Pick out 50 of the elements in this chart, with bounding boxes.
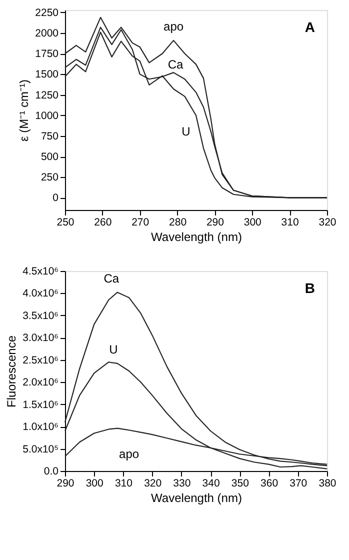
x-tick-label: 260 xyxy=(94,216,112,228)
y-tick-label: 1.0x10⁶ xyxy=(22,421,58,434)
x-tick-label: 310 xyxy=(114,478,133,490)
y-tick-label: 0.0 xyxy=(44,466,59,478)
y-tick-label: 4.0x10⁶ xyxy=(22,288,58,300)
x-tick-label: 250 xyxy=(56,216,74,228)
y-tick-label: 3.5x10⁶ xyxy=(22,310,58,322)
x-tick-label: 320 xyxy=(318,216,336,228)
x-tick-label: 290 xyxy=(56,478,74,490)
y-tick-label: 3.0x10⁶ xyxy=(22,332,58,344)
y-tick-label: 2.0x10⁶ xyxy=(22,376,58,389)
series-label: U xyxy=(182,124,190,138)
x-tick-label: 320 xyxy=(144,478,162,490)
y-tick-label: 1500 xyxy=(35,68,59,81)
annotation: A xyxy=(304,19,315,35)
x-tick-label: 310 xyxy=(281,216,299,228)
x-tick-label: 300 xyxy=(244,216,262,228)
x-tick-label: 330 xyxy=(173,478,191,490)
annotation: B xyxy=(304,280,315,296)
y-axis-title: ε (M⁻¹ cm⁻¹) xyxy=(17,80,32,142)
y-tick-label: 2.5x10⁶ xyxy=(22,354,58,366)
series-label: apo xyxy=(119,447,140,462)
x-tick-label: 290 xyxy=(206,216,224,228)
y-axis-title: Fluorescence xyxy=(4,335,19,408)
y-tick-label: 1.5x10⁶ xyxy=(22,398,58,411)
y-tick-label: 1750 xyxy=(35,48,59,60)
y-tick-label: 500 xyxy=(40,151,59,163)
series-label: U xyxy=(109,342,118,356)
x-axis-title: Wavelength (nm) xyxy=(151,230,242,244)
y-tick-label: 5.0x10⁵ xyxy=(22,443,58,456)
y-tick-label: 750 xyxy=(40,130,59,142)
y-tick-label: 2000 xyxy=(35,28,59,40)
x-tick-label: 350 xyxy=(231,478,250,490)
series-label: apo xyxy=(164,19,184,34)
series-label: Ca xyxy=(168,58,184,72)
x-tick-label: 370 xyxy=(290,478,308,490)
y-tick-label: 1000 xyxy=(35,110,59,122)
x-tick-label: 360 xyxy=(260,478,278,490)
y-tick-label: 1250 xyxy=(35,89,59,102)
series-label: Ca xyxy=(104,271,120,286)
x-tick-label: 270 xyxy=(132,216,150,228)
x-tick-label: 380 xyxy=(318,478,336,490)
y-tick-label: 2250 xyxy=(35,6,59,19)
y-tick-label: 0 xyxy=(52,192,59,204)
x-tick-label: 280 xyxy=(169,216,187,228)
x-tick-label: 340 xyxy=(202,478,220,490)
y-tick-label: 4.5x10⁶ xyxy=(22,266,58,278)
y-tick-label: 250 xyxy=(40,172,59,184)
x-axis-title: Wavelength (nm) xyxy=(151,491,242,505)
x-tick-label: 300 xyxy=(86,478,104,490)
